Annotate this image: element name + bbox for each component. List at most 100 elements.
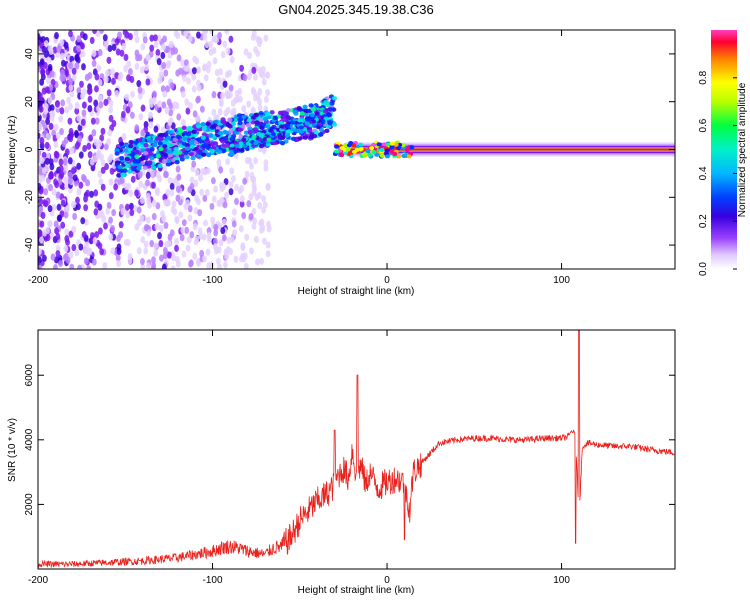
- spectrogram-cell: [134, 189, 139, 197]
- spectrogram-cell: [130, 175, 136, 183]
- spectrogram-cell: [53, 140, 59, 149]
- spectrogram-cell: [205, 152, 211, 157]
- spectrogram-cell: [218, 239, 224, 247]
- spectrogram-cell: [406, 154, 412, 159]
- spectrogram-cell: [171, 254, 176, 262]
- spectrogram-cell: [277, 132, 282, 137]
- spectrogram-cell: [99, 30, 104, 34]
- spectrogram-cell: [80, 50, 86, 58]
- spectrogram-cell: [39, 156, 45, 165]
- spectrogram-cell: [59, 127, 64, 136]
- spectrogram-cell: [77, 124, 83, 132]
- spectrogram-cell: [138, 156, 144, 162]
- spectrogram-cell: [69, 147, 75, 155]
- spectrogram-cell: [91, 129, 97, 137]
- spectrogram-cell: [151, 96, 157, 105]
- spectrogram-cell: [104, 162, 109, 171]
- spectrogram-cell: [201, 143, 207, 149]
- spectrogram-cell: [265, 71, 270, 79]
- spectrogram-cell: [134, 35, 140, 44]
- spectrogram-cell: [226, 237, 232, 245]
- x-tick-label: -100: [203, 275, 223, 286]
- spectrogram-cell: [213, 223, 219, 231]
- spectrogram-cell: [277, 110, 283, 116]
- spectrogram-cell: [45, 117, 50, 126]
- spectrogram-cell: [92, 30, 97, 35]
- spectrogram-cell: [298, 125, 304, 130]
- spectrogram-cell: [409, 145, 415, 150]
- spectrogram-cell: [189, 231, 195, 239]
- spectrogram-cell: [172, 150, 178, 156]
- spectrogram-cell: [223, 130, 229, 135]
- spectrogram-cell: [166, 158, 172, 164]
- spectrogram-cell: [263, 34, 269, 42]
- spectrogram-cell: [119, 49, 125, 57]
- spectrogram-cell: [122, 168, 128, 173]
- spectrogram-cell: [255, 258, 260, 266]
- spectrogram-cell: [258, 111, 264, 116]
- snr-frame: [37, 329, 676, 570]
- y-tick-label: -40: [24, 237, 35, 252]
- spectrogram-image: [38, 30, 675, 269]
- spectrogram-cell: [259, 226, 264, 234]
- spectrogram-cell: [166, 149, 173, 154]
- spectrogram-cell: [213, 185, 219, 193]
- spectrogram-cell: [70, 167, 76, 175]
- spectrogram-cell: [110, 224, 116, 233]
- spectrogram-cell: [107, 44, 113, 53]
- spectrogram-cell: [78, 151, 84, 159]
- spectrogram-cell: [116, 173, 122, 178]
- spectrogram-cell: [151, 256, 156, 264]
- spectrogram-cell: [180, 90, 186, 98]
- spectrogram-cell: [43, 50, 49, 58]
- spectrogram-cell: [128, 143, 134, 149]
- spectrogram-cell: [371, 142, 377, 147]
- y-tick-label: 4000: [24, 428, 35, 451]
- spectrogram-cell: [251, 88, 257, 96]
- spectrogram-cell: [45, 233, 51, 242]
- spectrogram-cell: [149, 240, 155, 248]
- spectrogram-cell: [237, 120, 243, 126]
- spectrogram-cell: [253, 157, 259, 165]
- spectrogram-cell: [163, 198, 169, 207]
- spectrogram-cell: [302, 104, 308, 109]
- spectrogram-cell: [213, 229, 219, 237]
- spectrogram-cell: [371, 150, 377, 155]
- spectrogram-cell: [328, 107, 334, 112]
- spectrogram-cell: [43, 188, 48, 196]
- spectrogram-cell: [213, 141, 219, 146]
- spectrogram-cell: [38, 92, 43, 100]
- spectrogram-cell: [245, 147, 250, 152]
- spectrogram-cell: [111, 77, 116, 85]
- carrier-band: [344, 148, 675, 151]
- spectrogram-cell: [209, 30, 214, 35]
- spectrogram-cell: [89, 36, 95, 45]
- spectrogram-cell: [246, 100, 252, 108]
- spectrogram-cell: [292, 109, 298, 115]
- spectrogram-cell: [212, 243, 218, 251]
- spectrogram-cell: [64, 205, 70, 213]
- spectrogram-cell: [309, 113, 315, 118]
- spectrogram-cell: [229, 167, 235, 175]
- spectrogram-cell: [183, 59, 189, 67]
- spectrogram-cell: [163, 69, 169, 77]
- snr-x-axis: -200 -100 0 100: [28, 330, 570, 586]
- spectrogram-cell: [172, 208, 178, 216]
- spectrogram-cell: [69, 263, 75, 269]
- spectrogram-cell: [77, 264, 82, 269]
- spectrogram-cell: [256, 191, 262, 199]
- spectrogram-cell: [185, 64, 191, 72]
- spectrogram-cell: [132, 159, 138, 164]
- spectrogram-cell: [39, 220, 45, 228]
- colorbar-tick-label: 0.4: [698, 166, 709, 180]
- spectrogram-cell: [147, 160, 153, 165]
- spectrogram-cell: [145, 171, 151, 179]
- spectrogram-cell: [69, 90, 75, 98]
- spectrogram-cell: [128, 189, 134, 197]
- spectrogram-cell: [98, 178, 104, 186]
- spectrogram-cell: [167, 130, 173, 135]
- spectrogram-cell: [215, 114, 220, 122]
- spectrogram-cell: [189, 182, 195, 191]
- spectrogram-cell: [157, 175, 163, 183]
